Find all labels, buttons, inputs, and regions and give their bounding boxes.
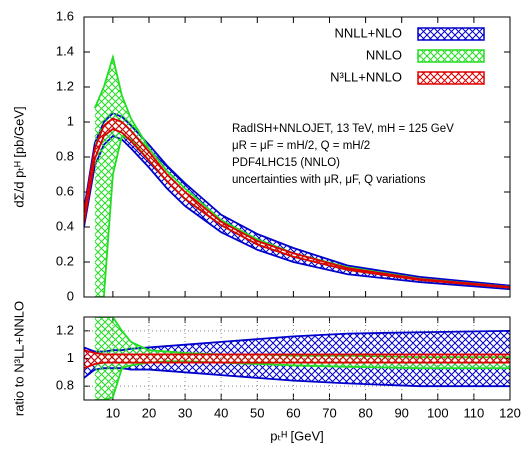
y-tick-label: 1 <box>67 113 74 128</box>
y-tick-label: 0 <box>67 288 74 303</box>
y-tick-label: 1.4 <box>56 43 74 58</box>
annotation: PDF4LHC15 (NNLO) <box>232 157 340 169</box>
band <box>84 118 510 288</box>
band-edge <box>84 127 510 289</box>
annotation: μR = μF = mH/2, Q = mH/2 <box>232 140 370 152</box>
y-tick-label: 1 <box>67 350 74 365</box>
legend-label: NNLO <box>366 47 402 62</box>
bands <box>84 53 510 297</box>
x-tick-label: 120 <box>499 405 521 420</box>
y-axis-label: dΣ/d pₜᴴ [pb/GeV] <box>11 106 26 207</box>
legend-swatch <box>417 27 485 41</box>
legend-label: NNLL+NLO <box>334 25 402 40</box>
legend-label: N³LL+NNLO <box>330 69 402 84</box>
x-tick-label: 20 <box>142 405 156 420</box>
x-tick-label: 10 <box>106 405 120 420</box>
x-tick-label: 50 <box>250 405 264 420</box>
y-tick-label: 1.2 <box>56 322 74 337</box>
y-tick-label: 1.2 <box>56 78 74 93</box>
y-tick-label: 0.8 <box>56 148 74 163</box>
x-tick-label: 80 <box>358 405 372 420</box>
y-tick-label: 1.6 <box>56 8 74 23</box>
band-edge <box>84 117 510 288</box>
x-tick-label: 60 <box>286 405 300 420</box>
annotation: uncertainties with μR, μF, Q variations <box>232 174 426 186</box>
y-tick-label: 0.8 <box>56 378 74 393</box>
x-tick-label: 70 <box>322 405 336 420</box>
legend-swatch <box>417 49 485 63</box>
x-tick-label: 90 <box>394 405 408 420</box>
y-tick-label: 0.2 <box>56 253 74 268</box>
plot-frame <box>83 316 511 401</box>
band-edge <box>84 349 510 356</box>
bands <box>84 317 510 400</box>
x-tick-label: 100 <box>427 405 449 420</box>
y-tick-label: 0.4 <box>56 218 74 233</box>
y-tick-label: 0.6 <box>56 183 74 198</box>
y-axis-label: ratio to N³LL+NNLO <box>11 301 26 416</box>
x-tick-label: 40 <box>214 405 228 420</box>
plot-frame <box>83 16 511 298</box>
x-tick-label: 110 <box>464 405 485 420</box>
x-tick-label: 30 <box>178 405 192 420</box>
band-edge <box>84 361 510 370</box>
annotation: RadISH+NNLOJET, 13 TeV, mH = 125 GeV <box>232 123 454 135</box>
x-axis-label: pₜᴴ [GeV] <box>270 428 324 443</box>
legend-swatch <box>417 71 485 85</box>
